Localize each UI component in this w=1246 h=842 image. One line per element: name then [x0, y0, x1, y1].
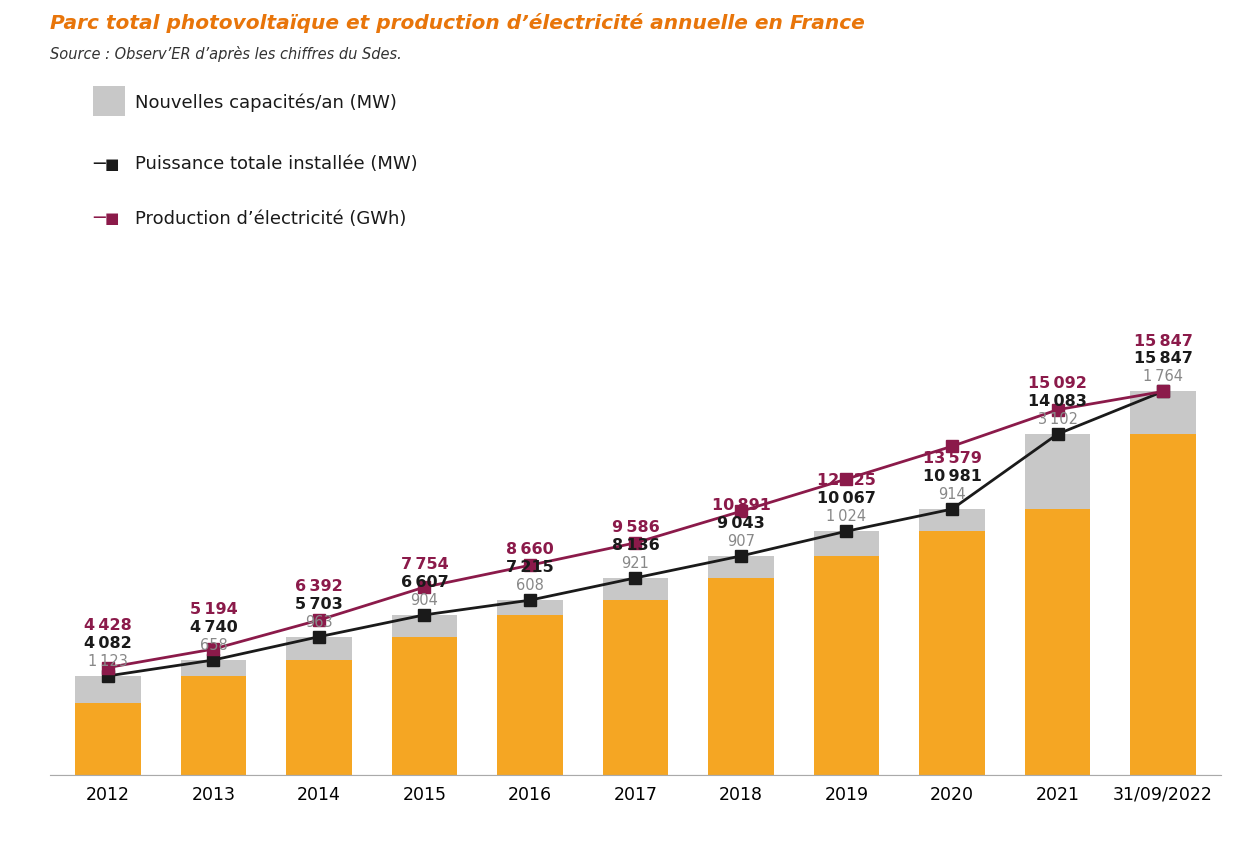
- Bar: [75, 676, 141, 703]
- Text: 15 847: 15 847: [1134, 351, 1192, 366]
- Bar: [603, 578, 668, 600]
- Text: 658: 658: [199, 638, 227, 653]
- Bar: [75, 703, 141, 775]
- Text: 10 981: 10 981: [922, 469, 982, 484]
- Text: Parc total photovoltaïque et production d’électricité annuelle en France: Parc total photovoltaïque et production …: [50, 13, 865, 33]
- Text: 4 428: 4 428: [83, 618, 132, 633]
- Bar: [287, 660, 351, 775]
- Text: 14 083: 14 083: [1028, 394, 1087, 409]
- Text: 921: 921: [622, 556, 649, 571]
- Text: 1 764: 1 764: [1143, 370, 1182, 385]
- Bar: [814, 556, 880, 775]
- Bar: [708, 556, 774, 578]
- Text: Puissance totale installée (MW): Puissance totale installée (MW): [135, 155, 417, 173]
- Text: Nouvelles capacités/an (MW): Nouvelles capacités/an (MW): [135, 93, 396, 112]
- Text: Production d’électricité (GWh): Production d’électricité (GWh): [135, 210, 406, 228]
- Text: 3 102: 3 102: [1038, 412, 1078, 427]
- Text: 1 123: 1 123: [88, 654, 128, 669]
- Text: ─: ─: [93, 210, 105, 228]
- Bar: [1024, 509, 1090, 775]
- Text: 15 847: 15 847: [1134, 333, 1192, 349]
- Bar: [497, 615, 563, 775]
- Bar: [497, 600, 563, 615]
- Text: 13 579: 13 579: [922, 451, 982, 466]
- Text: 10 891: 10 891: [711, 498, 770, 513]
- Text: 9 043: 9 043: [718, 516, 765, 531]
- Text: 9 586: 9 586: [612, 520, 659, 535]
- Bar: [391, 615, 457, 637]
- Text: 1 024: 1 024: [826, 509, 866, 524]
- Text: 12 225: 12 225: [817, 473, 876, 488]
- Text: Source : Observ’ER d’après les chiffres du Sdes.: Source : Observ’ER d’après les chiffres …: [50, 46, 401, 62]
- Bar: [391, 637, 457, 775]
- Bar: [1130, 392, 1196, 434]
- Bar: [287, 637, 351, 660]
- Text: ─: ─: [93, 155, 105, 173]
- Text: 8 660: 8 660: [506, 542, 553, 557]
- Bar: [920, 531, 984, 775]
- Bar: [1024, 434, 1090, 509]
- Bar: [708, 578, 774, 775]
- Text: 6 392: 6 392: [295, 578, 343, 594]
- Text: ■: ■: [105, 211, 120, 226]
- Text: 8 136: 8 136: [612, 538, 659, 553]
- Text: 7 215: 7 215: [506, 560, 553, 575]
- Text: 15 092: 15 092: [1028, 376, 1087, 392]
- Text: 4 082: 4 082: [83, 636, 132, 651]
- Text: 5 194: 5 194: [189, 602, 237, 617]
- Text: 7 754: 7 754: [400, 557, 449, 572]
- Text: 904: 904: [410, 593, 439, 608]
- Text: ■: ■: [105, 157, 120, 172]
- Text: 6 607: 6 607: [400, 575, 449, 590]
- Text: 5 703: 5 703: [295, 597, 343, 612]
- Text: 963: 963: [305, 615, 333, 630]
- Text: 10 067: 10 067: [817, 491, 876, 506]
- Bar: [181, 676, 247, 775]
- Bar: [814, 531, 880, 556]
- Text: 4 740: 4 740: [189, 620, 237, 635]
- Bar: [920, 509, 984, 531]
- Text: 907: 907: [726, 534, 755, 549]
- Bar: [1130, 434, 1196, 775]
- Bar: [603, 600, 668, 775]
- Text: 608: 608: [516, 578, 545, 593]
- Text: 914: 914: [938, 487, 966, 502]
- Bar: [181, 660, 247, 676]
